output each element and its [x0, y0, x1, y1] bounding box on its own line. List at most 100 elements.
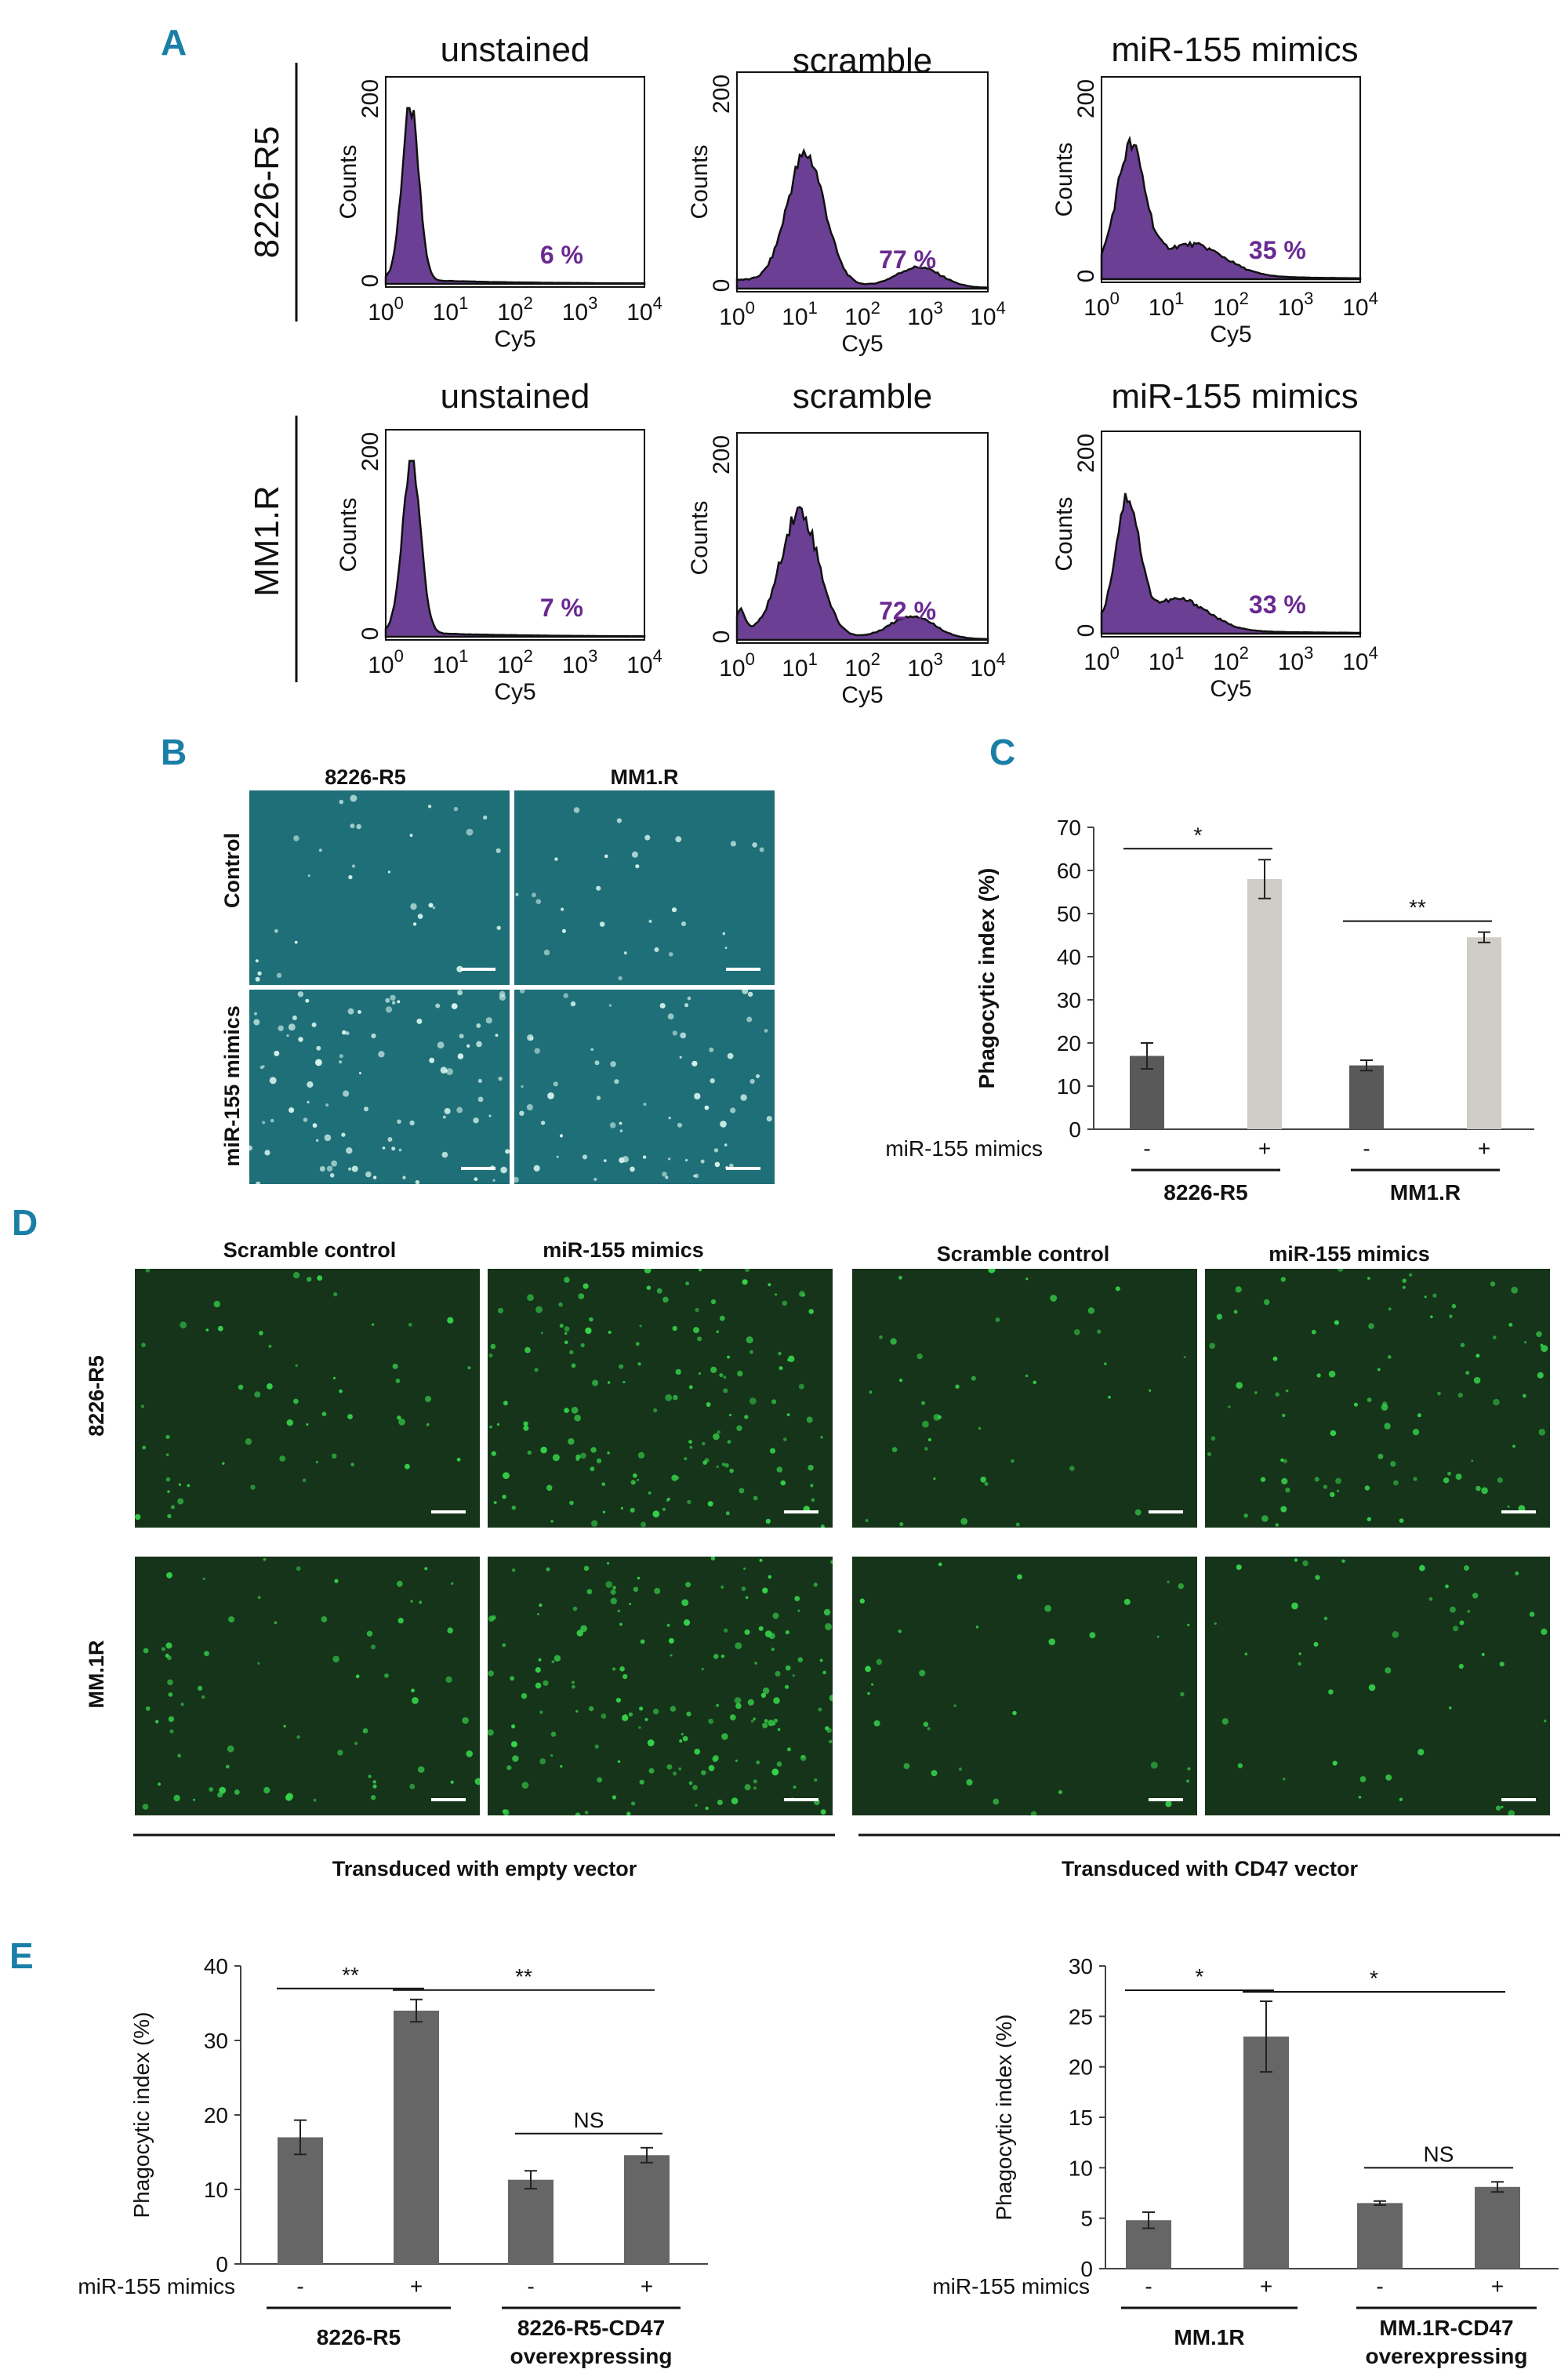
cell-dot: [630, 1166, 635, 1172]
cell-dot: [285, 1793, 292, 1801]
scale-bar: [784, 1798, 818, 1801]
cell-dot: [391, 1146, 396, 1151]
cell-dot: [619, 1364, 624, 1369]
category-label: -: [527, 2274, 534, 2298]
y-tick-label: 0: [358, 274, 383, 288]
cell-dot: [165, 1434, 170, 1440]
cell-dot: [457, 1053, 464, 1059]
cell-dot: [753, 1495, 758, 1501]
cell-dot: [1428, 1597, 1433, 1601]
cell-dot: [1183, 1356, 1186, 1359]
micrograph-d-r2-c1: [135, 1557, 480, 1815]
cell-dot: [1280, 1277, 1286, 1282]
cell-dot: [1388, 1307, 1392, 1311]
micrograph-d-r2-c3: [852, 1557, 1197, 1815]
cell-dot: [180, 1702, 184, 1706]
cell-dot: [339, 1389, 343, 1393]
cell-dot: [820, 1436, 823, 1439]
cell-dot: [724, 1143, 728, 1146]
cell-dot: [783, 1437, 787, 1441]
y-tick-label: 200: [709, 74, 735, 114]
cell-dot: [553, 1081, 558, 1087]
cell-dot: [1025, 1277, 1029, 1281]
cell-dot: [497, 1307, 504, 1314]
cell-dot: [1409, 1273, 1413, 1277]
cell-dot: [572, 1606, 578, 1611]
cell-dot: [348, 874, 353, 880]
panel-letter-d: D: [12, 1202, 38, 1243]
cell-dot: [1150, 1761, 1158, 1769]
cell-dot: [740, 1094, 747, 1101]
cell-dot: [1430, 1315, 1433, 1318]
cell-dot: [820, 1524, 825, 1528]
cell-dot: [665, 1394, 673, 1401]
row-label-8226-r5: 8226-R5: [248, 126, 286, 259]
cell-dot: [1298, 1652, 1301, 1655]
cell-dot: [570, 1001, 576, 1007]
cell-dot: [1282, 1777, 1286, 1781]
cell-dot: [933, 1477, 936, 1481]
cell-dot: [572, 1681, 575, 1684]
y-tick-label: 10: [1069, 2156, 1093, 2180]
cell-dot: [1338, 1269, 1344, 1272]
cell-dot: [681, 1599, 689, 1606]
cell-dot: [489, 1425, 492, 1429]
cell-dot: [637, 1576, 641, 1580]
cell-dot: [869, 1390, 873, 1394]
cell-dot: [744, 1415, 749, 1419]
cell-dot: [1437, 1391, 1441, 1396]
cell-dot: [727, 1052, 734, 1059]
cell-dot: [647, 1739, 655, 1746]
cell-dot: [187, 1484, 191, 1488]
cell-dot: [534, 1048, 540, 1054]
cell-dot: [754, 1662, 757, 1665]
cell-dot: [710, 1299, 717, 1305]
scale-bar: [784, 1510, 818, 1513]
cell-dot: [1385, 1667, 1392, 1674]
chart-C: 0 10 20 30 40 50 60 70 Phagocytic index (%) - + - + m…: [885, 816, 1534, 1205]
cell-dot: [1328, 1689, 1334, 1695]
cell-dot: [708, 1764, 715, 1771]
histogram-1: unstained Counts 200 0 100 101 102 103 104 Cy5 6 %: [336, 31, 662, 352]
cell-dot: [1097, 1329, 1102, 1334]
cell-dot: [343, 1090, 350, 1097]
cell-dot: [778, 1351, 782, 1356]
cell-dot: [396, 1580, 403, 1587]
y-axis-label: Phagocytic index (%): [992, 2014, 1016, 2220]
cell-dot: [337, 1750, 343, 1756]
cell-dot: [576, 1630, 583, 1637]
cell-dot: [559, 1134, 564, 1138]
cell-dot: [859, 1598, 865, 1604]
cell-dot: [1508, 1322, 1513, 1327]
cell-dot: [744, 1784, 751, 1791]
cell-dot: [1209, 1343, 1216, 1350]
histogram-2: scramble Counts 200 0 100 101 102 103 104 Cy5 77 %: [687, 42, 1006, 357]
cell-dot: [677, 1122, 683, 1128]
cell-dot: [724, 1628, 728, 1633]
cell-dot: [662, 1172, 667, 1177]
cell-dot: [819, 1659, 823, 1662]
cell-dot: [769, 1448, 776, 1454]
micrograph-cells: [135, 1269, 471, 1521]
y-tick-label: 15: [1069, 2106, 1093, 2130]
cell-dot: [654, 947, 659, 952]
cell-dot: [362, 1728, 368, 1734]
micrograph-d-r1-c2: [488, 1269, 833, 1528]
cell-dot: [165, 1477, 171, 1482]
cell-dot: [417, 1766, 425, 1773]
cell-dot: [1017, 1574, 1022, 1580]
scale-bar: [1501, 1510, 1536, 1513]
cell-dot: [867, 1691, 870, 1695]
cell-dot: [662, 1507, 666, 1511]
cell-dot: [927, 1727, 931, 1731]
cell-dot: [753, 1779, 757, 1784]
cell-dot: [556, 1155, 559, 1158]
cell-dot: [527, 1294, 534, 1302]
cell-dot: [298, 1037, 303, 1042]
cell-dot: [245, 1438, 252, 1445]
cell-dot: [639, 1324, 642, 1328]
cell-dot: [583, 1565, 590, 1572]
category-label: -: [1145, 2274, 1152, 2298]
cell-dot: [312, 1123, 318, 1128]
cell-dot: [784, 1684, 789, 1689]
